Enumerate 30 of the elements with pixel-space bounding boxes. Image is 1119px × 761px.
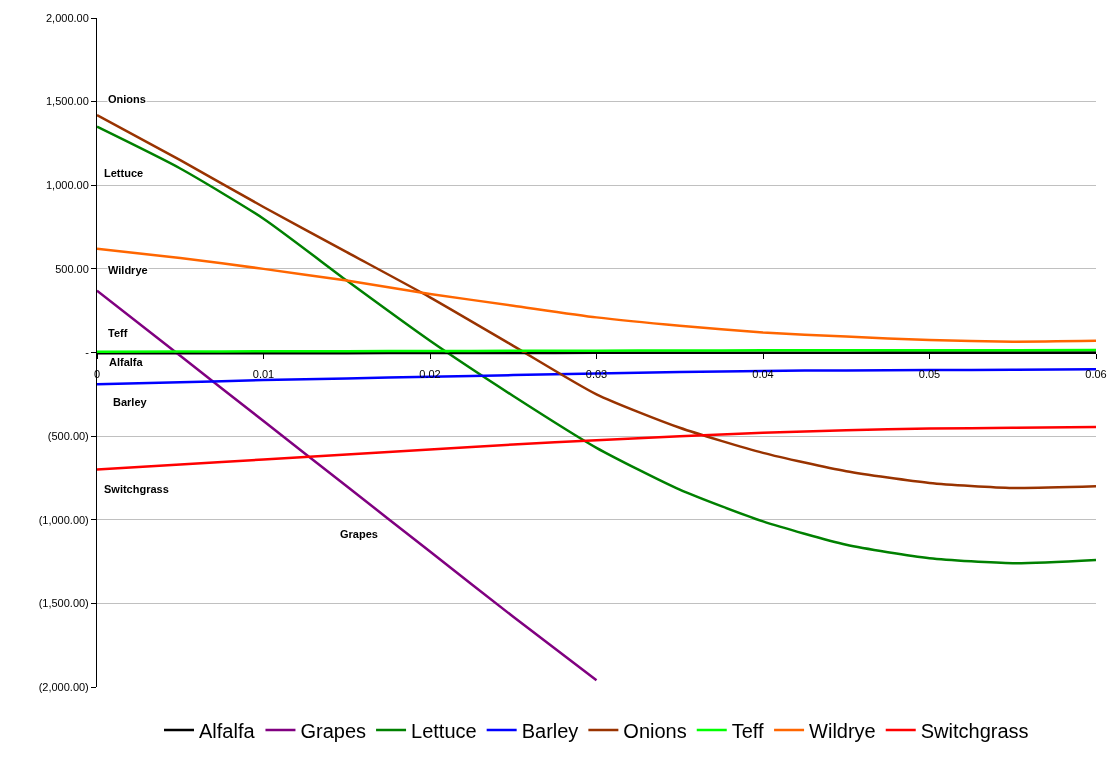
y-tick-label: 2,000.00 <box>45 11 89 24</box>
legend-label: Onions <box>623 719 687 742</box>
y-tick-label: (1,000.00) <box>38 513 89 526</box>
annotation: Grapes <box>340 528 378 540</box>
legend-label: Switchgrass <box>920 719 1029 742</box>
x-tick-label: 0.01 <box>252 367 275 380</box>
x-tick-label: 0.06 <box>1085 367 1107 380</box>
annotation: Teff <box>108 327 128 339</box>
annotation: Lettuce <box>104 167 144 179</box>
annotation: Onions <box>108 93 146 105</box>
annotation: Alfalfa <box>109 356 144 368</box>
y-tick-label: - <box>85 346 90 359</box>
legend-label: Lettuce <box>411 719 477 742</box>
y-tick-label: 1,000.00 <box>45 179 89 192</box>
line-series <box>97 247 1096 343</box>
y-tick-label: 1,500.00 <box>45 95 89 108</box>
annotation: Switchgrass <box>104 483 169 495</box>
y-tick-label: (2,000.00) <box>38 680 89 693</box>
annotation: Wildrye <box>108 264 148 276</box>
legend-label: Barley <box>521 719 579 742</box>
legend-label: Wildrye <box>809 719 876 742</box>
legend-label: Alfalfa <box>199 719 256 742</box>
legend-label: Teff <box>731 719 765 742</box>
y-tick-label: (500.00) <box>47 429 89 442</box>
legend-label: Grapes <box>300 719 367 742</box>
line-series <box>97 425 1096 471</box>
x-tick-label: 0.05 <box>918 367 941 380</box>
y-tick-label: (1,500.00) <box>38 597 89 610</box>
annotation: Barley <box>113 396 148 408</box>
y-tick-label: 500.00 <box>55 262 89 275</box>
